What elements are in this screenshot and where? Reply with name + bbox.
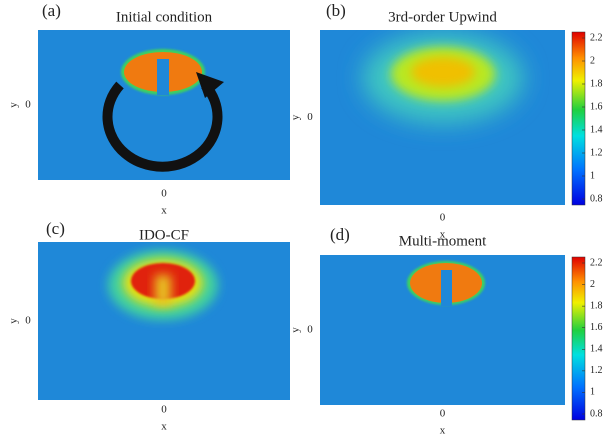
colorbar: [572, 257, 585, 420]
panel-label: (b): [326, 1, 346, 20]
colorbar-tick-label: 0.8: [590, 408, 603, 419]
x-axis-label: x: [161, 205, 167, 217]
heatmap-b: [320, 30, 565, 205]
colorbar: [572, 32, 585, 205]
panel-title: IDO-CF: [139, 227, 189, 243]
panel-title: Multi-moment: [399, 233, 487, 249]
colorbar-tick-label: 2: [590, 55, 595, 66]
x-axis-label: x: [440, 425, 446, 436]
heatmap-c: [38, 242, 290, 400]
colorbar-tick-label: 1.8: [590, 78, 603, 89]
y-tick-label: 0: [25, 315, 31, 327]
y-axis-label: y: [8, 102, 20, 108]
x-tick-label: 0: [161, 404, 167, 416]
colorbar-tick-label: 1.6: [590, 322, 603, 333]
colorbar-tick-label: 2: [590, 279, 595, 290]
y-tick-label: 0: [307, 111, 313, 123]
x-axis-label: x: [161, 421, 167, 433]
colorbar-tick-label: 2.2: [590, 32, 603, 43]
y-tick-label: 0: [25, 99, 31, 111]
colorbar-tick-label: 1.2: [590, 147, 603, 158]
panel-label: (a): [42, 1, 61, 20]
colorbar-tick-label: 1.6: [590, 101, 603, 112]
x-tick-label: 0: [440, 408, 446, 420]
y-axis-label: y: [290, 327, 302, 333]
colorbar-tick-label: 2.2: [590, 257, 603, 268]
colorbar-tick-label: 0.8: [590, 193, 603, 204]
heatmap-a: [38, 30, 290, 180]
panel-title: Initial condition: [116, 9, 213, 25]
x-tick-label: 0: [440, 212, 446, 224]
panel-title: 3rd-order Upwind: [388, 9, 497, 25]
colorbar-tick-label: 1: [590, 387, 595, 398]
colorbar-tick-label: 1: [590, 170, 595, 181]
panel-label: (d): [330, 225, 350, 244]
colorbar-tick-label: 1.2: [590, 365, 603, 376]
figure: (a)Initial condition0x0y(b)3rd-order Upw…: [0, 0, 613, 436]
heatmap-d: [320, 255, 565, 405]
y-tick-label: 0: [307, 324, 313, 336]
colorbar-tick-label: 1.4: [590, 344, 603, 355]
x-tick-label: 0: [161, 188, 167, 200]
colorbar-tick-label: 1.4: [590, 124, 603, 135]
panel-label: (c): [46, 219, 65, 238]
y-axis-label: y: [290, 114, 302, 120]
colorbar-tick-label: 1.8: [590, 300, 603, 311]
y-axis-label: y: [8, 318, 20, 324]
